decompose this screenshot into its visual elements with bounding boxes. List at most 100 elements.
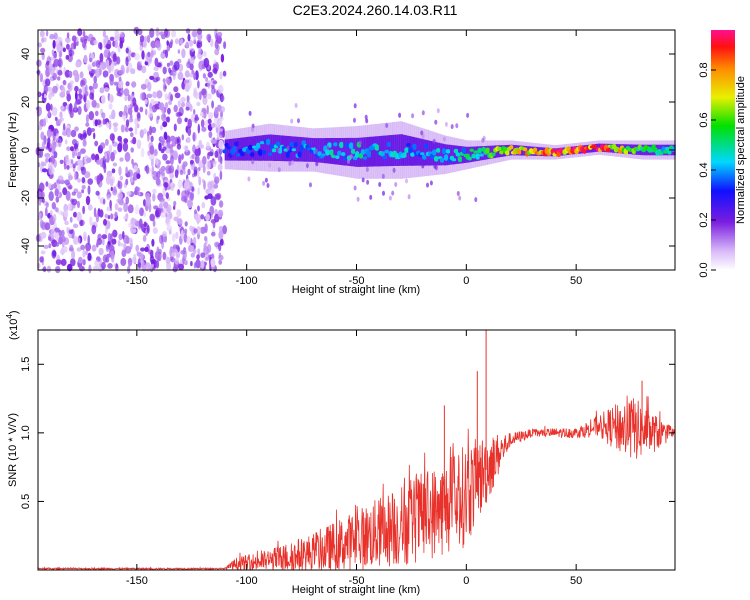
colorbar-gradient xyxy=(711,30,735,270)
spectrogram-noise-blob xyxy=(195,114,198,119)
spectrogram-band-body xyxy=(452,145,455,165)
spectrogram-noise-blob xyxy=(183,180,190,191)
spectrogram-noise-blob xyxy=(139,92,145,101)
snr-marks xyxy=(37,330,676,571)
spectrogram-noise-blob xyxy=(215,194,221,201)
spectrogram-spike xyxy=(429,180,433,186)
spectrogram-noise-blob xyxy=(76,247,82,252)
spectrogram-noise-blob xyxy=(197,205,200,212)
spectrogram-noise-blob xyxy=(185,106,190,111)
spectrogram-noise-blob xyxy=(205,76,209,83)
spectrogram-band-body xyxy=(343,138,346,166)
spectrogram-noise-blob xyxy=(205,188,210,195)
spectrogram-noise-blob xyxy=(220,95,225,102)
spectrogram-band-core xyxy=(485,147,490,154)
spectrogram-band-core xyxy=(451,158,457,162)
spectrogram-noise-blob xyxy=(78,88,82,95)
spectrogram-noise-blob xyxy=(45,202,49,208)
spectrogram-noise-blob xyxy=(93,132,96,140)
spectrogram-noise-blob xyxy=(68,175,73,181)
spectrogram-noise-blob xyxy=(207,181,213,191)
spectrogram-band-core xyxy=(362,156,368,160)
spectrogram-band-body xyxy=(469,146,472,163)
spectrogram-noise-blob xyxy=(140,247,145,252)
spectrogram-noise-blob xyxy=(200,214,205,220)
spectrogram-band-core xyxy=(453,148,459,154)
spectrogram-noise-blob xyxy=(154,251,160,260)
spectrogram-noise-blob xyxy=(166,204,172,214)
spectrogram-noise-blob xyxy=(40,191,45,199)
spectrogram-noise-blob xyxy=(144,98,148,105)
spectrogram-noise-blob xyxy=(167,107,171,115)
spectrogram-noise-blob xyxy=(146,35,151,43)
spectrogram-spike xyxy=(290,118,294,124)
spectrogram-band-core xyxy=(380,151,386,157)
spectrogram-noise-blob xyxy=(175,231,179,240)
spectrogram-noise-blob xyxy=(210,258,216,268)
spectrogram-noise-blob xyxy=(112,186,117,194)
spectrogram-noise-blob xyxy=(58,118,62,124)
spectrogram-noise-blob xyxy=(54,188,59,197)
spectrogram-band-body xyxy=(371,136,374,167)
spectrogram-band-body xyxy=(319,138,322,163)
spectrogram-noise-blob xyxy=(106,194,111,200)
spectrogram-noise-blob xyxy=(66,146,71,151)
spectrogram-spike xyxy=(326,145,330,151)
spectrogram-noise-blob xyxy=(185,28,191,34)
spectrogram-band-core xyxy=(491,152,496,156)
spectrogram-noise-blob xyxy=(89,92,94,100)
spectrogram-noise-blob xyxy=(184,221,188,227)
spectrogram-spike xyxy=(434,119,438,125)
spectrogram-band-core xyxy=(505,150,510,156)
spectrogram-noise-blob xyxy=(160,125,163,131)
spectrogram-band-body xyxy=(521,145,524,156)
spectrogram-noise-blob xyxy=(218,128,223,133)
spectrogram-band-core xyxy=(325,148,330,156)
spectrogram-noise-blob xyxy=(196,226,202,235)
snr-ylabel: SNR (10 * V/V) xyxy=(7,413,19,487)
spectrogram-noise-blob xyxy=(139,129,144,139)
spectrogram-noise-blob xyxy=(159,197,165,203)
spectrogram-noise-blob xyxy=(108,93,114,104)
spectrogram-noise-blob xyxy=(48,236,52,241)
spectrogram-spike xyxy=(353,185,357,191)
spectrogram-noise-blob xyxy=(152,219,156,227)
spectrogram-noise-blob xyxy=(85,114,89,124)
spectrogram-band-core xyxy=(337,150,342,156)
spectrogram-noise-blob xyxy=(48,147,52,152)
spectrogram-band-body xyxy=(262,135,265,161)
spectrogram-noise-blob xyxy=(115,33,121,38)
spectrogram-noise-blob xyxy=(155,157,159,165)
spectrogram-noise-blob xyxy=(76,191,82,199)
spectrogram-noise-blob xyxy=(180,101,186,108)
spectrogram-noise-blob xyxy=(220,106,226,113)
spectrogram-noise-blob xyxy=(45,157,49,163)
spectrogram-band-body xyxy=(608,143,611,153)
spectrogram-noise-blob xyxy=(175,244,180,251)
snr-scale-base: (x10 xyxy=(8,319,20,340)
spectrogram-spike xyxy=(382,190,385,196)
spectrogram-noise-blob xyxy=(193,91,200,100)
spectrogram-panel: -150 -100 -50 0 50 -40 -20 0 20 40 Height of stra… xyxy=(7,26,676,296)
spectrogram-noise-blob xyxy=(43,93,47,99)
spectrogram-noise-blob xyxy=(92,266,99,271)
spectrogram-noise-blob xyxy=(218,242,222,252)
spectrogram-noise-blob xyxy=(218,200,224,208)
spectrogram-spike xyxy=(378,182,382,187)
spectrogram-noise-blob xyxy=(53,52,58,59)
spectrogram-noise-blob xyxy=(125,56,129,67)
spectrogram-noise-blob xyxy=(218,259,223,265)
spectrogram-noise-blob xyxy=(59,111,63,119)
spectrogram-spike xyxy=(455,123,459,129)
spectrogram-band-core xyxy=(497,146,502,151)
spectrogram-band-body xyxy=(349,137,352,167)
spectrogram-noise-blob xyxy=(119,157,124,162)
spectrogram-noise-blob xyxy=(70,258,76,267)
spectrogram-xtick-label: 50 xyxy=(570,275,582,287)
spectrogram-noise-blob xyxy=(36,59,42,67)
spectrogram-noise-blob xyxy=(162,78,166,83)
spectrogram-noise-blob xyxy=(144,35,147,43)
spectrogram-noise-blob xyxy=(214,176,220,184)
spectrogram-noise-blob xyxy=(87,185,91,195)
spectrogram-noise-blob xyxy=(114,211,118,218)
